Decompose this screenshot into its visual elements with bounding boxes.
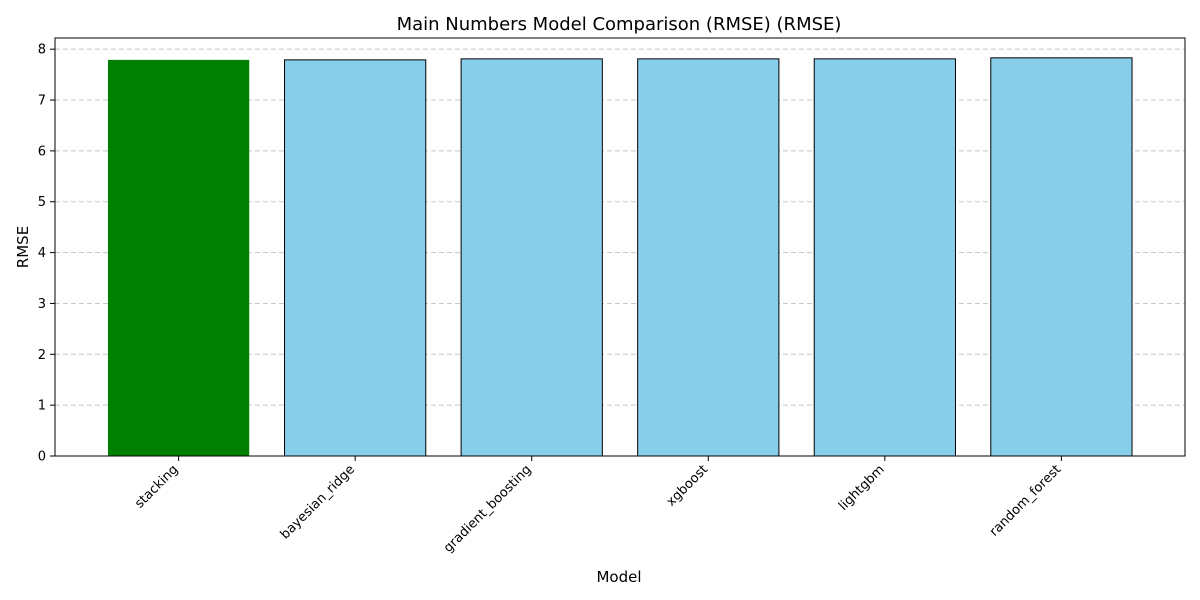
bar-stacking: [107, 59, 250, 456]
y-tick-label: 1: [38, 399, 46, 414]
x-axis-label: Model: [596, 568, 641, 586]
y-tick-label: 6: [38, 144, 46, 159]
plot-frame: [54, 37, 1186, 457]
x-tick-label: random_forest: [987, 462, 1064, 539]
bar-bayesian-ridge: [284, 59, 427, 457]
x-tick-label: gradient_boosting: [441, 462, 535, 556]
bar-xgboost: [637, 58, 780, 457]
x-tick-label: bayesian_ridge: [278, 462, 358, 542]
y-tick-label: 3: [38, 297, 46, 312]
y-tick-label: 5: [38, 195, 46, 210]
x-tick-label: xgboost: [664, 462, 711, 509]
bar-random-forest: [990, 57, 1133, 457]
y-axis-label: RMSE: [14, 226, 32, 268]
y-axis-ticks: 0 1 2 3 4 5 6 7 8: [38, 43, 55, 465]
y-tick-label: 2: [38, 348, 46, 363]
y-tick-label: 8: [38, 43, 46, 58]
y-tick-label: 7: [38, 94, 46, 109]
x-tick-label: stacking: [132, 462, 181, 511]
x-axis-ticks: stacking bayesian_ridge gradient_boosting x…: [132, 456, 1064, 556]
bar-gradient-boosting: [460, 58, 603, 457]
bar-lightgbm: [813, 58, 956, 457]
x-tick-label: lightgbm: [836, 462, 888, 514]
y-tick-label: 4: [38, 246, 46, 261]
chart-title: Main Numbers Model Comparison (RMSE) (RM…: [397, 14, 842, 35]
bars: [107, 57, 1133, 457]
y-tick-label: 0: [38, 450, 46, 465]
